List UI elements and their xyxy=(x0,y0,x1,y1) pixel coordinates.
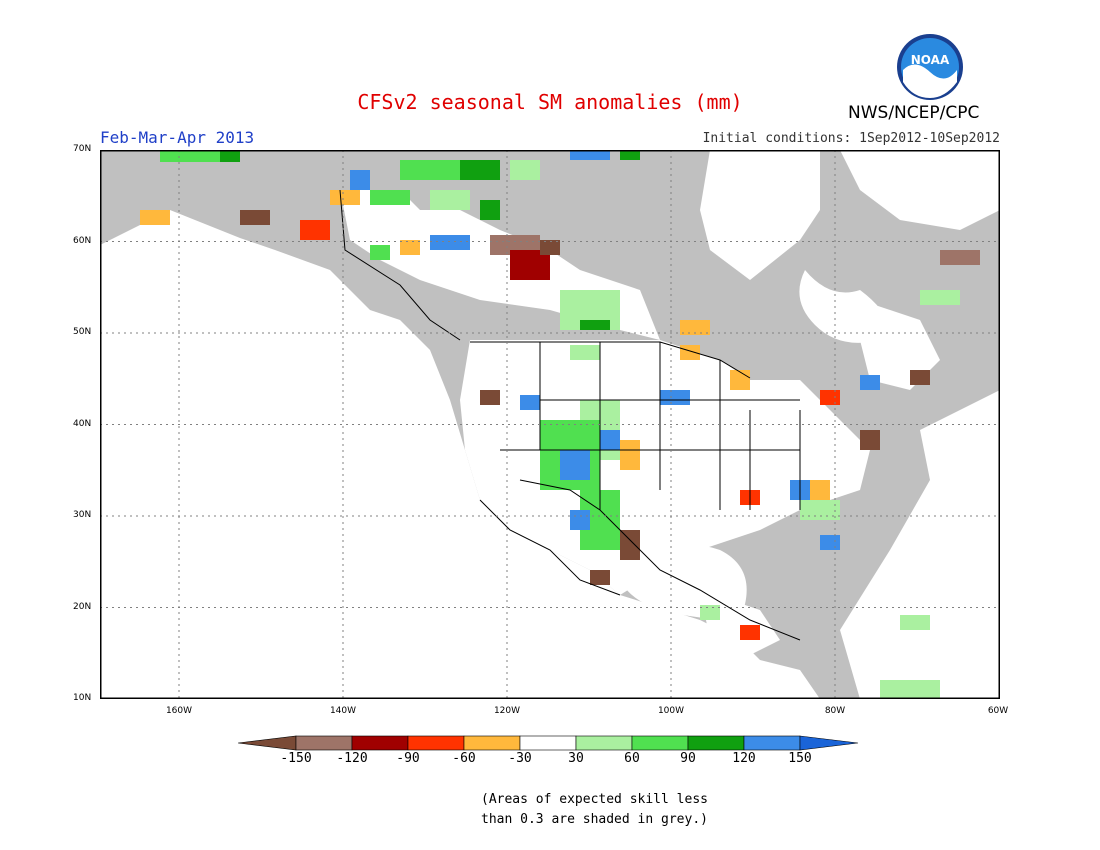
colorbar-label: -30 xyxy=(508,751,532,766)
lat-label: 70N xyxy=(73,144,92,154)
noaa-logo: NOAA xyxy=(897,34,963,100)
colorbar-label: 60 xyxy=(624,751,640,766)
skill-note: (Areas of expected skill less xyxy=(481,792,708,807)
lat-label: 50N xyxy=(73,327,92,337)
lat-label: 30N xyxy=(73,510,92,520)
colorbar-swatch xyxy=(575,735,633,751)
lat-label: 40N xyxy=(73,419,92,429)
colorbar-label: -120 xyxy=(336,751,368,766)
colorbar-label: -60 xyxy=(452,751,476,766)
lon-label: 160W xyxy=(165,706,193,716)
colorbar-label: -150 xyxy=(280,751,312,766)
colorbar-swatch xyxy=(351,735,409,751)
graticule xyxy=(100,150,1000,699)
colorbar-swatch xyxy=(687,735,745,751)
colorbar-label: -90 xyxy=(396,751,420,766)
colorbar-swatch xyxy=(463,735,521,751)
colorbar-swatch xyxy=(631,735,689,751)
forecast-period: Feb-Mar-Apr 2013 xyxy=(100,128,255,147)
lon-label: 60W xyxy=(987,706,1009,716)
colorbar-swatch xyxy=(295,735,353,751)
lon-label: 80W xyxy=(824,706,846,716)
color-scale-bar xyxy=(238,735,859,751)
colorbar-label: 120 xyxy=(732,751,756,766)
lat-label: 10N xyxy=(73,693,92,703)
initial-conditions: Initial conditions: 1Sep2012-10Sep2012 xyxy=(702,131,1000,146)
anomaly-map xyxy=(100,150,1000,699)
chart-title: CFSv2 seasonal SM anomalies (mm) xyxy=(357,90,743,114)
lat-label: 20N xyxy=(73,602,92,612)
lon-label: 100W xyxy=(657,706,685,716)
lon-label: 140W xyxy=(329,706,357,716)
svg-text:NOAA: NOAA xyxy=(911,53,950,67)
lon-label: 120W xyxy=(493,706,521,716)
colorbar-arrow-high xyxy=(799,735,859,751)
colorbar-arrow-low xyxy=(238,735,297,751)
colorbar-swatch xyxy=(519,735,577,751)
political-boundaries xyxy=(339,189,801,641)
colorbar-label: 90 xyxy=(680,751,696,766)
colorbar-label: 30 xyxy=(568,751,584,766)
colorbar-swatch xyxy=(743,735,801,751)
colorbar-swatch xyxy=(407,735,465,751)
agency-label: NWS/NCEP/CPC xyxy=(848,103,980,123)
lat-label: 60N xyxy=(73,236,92,246)
map-frame xyxy=(100,150,1000,699)
skill-note: than 0.3 are shaded in grey.) xyxy=(481,812,708,827)
colorbar-label: 150 xyxy=(788,751,812,766)
